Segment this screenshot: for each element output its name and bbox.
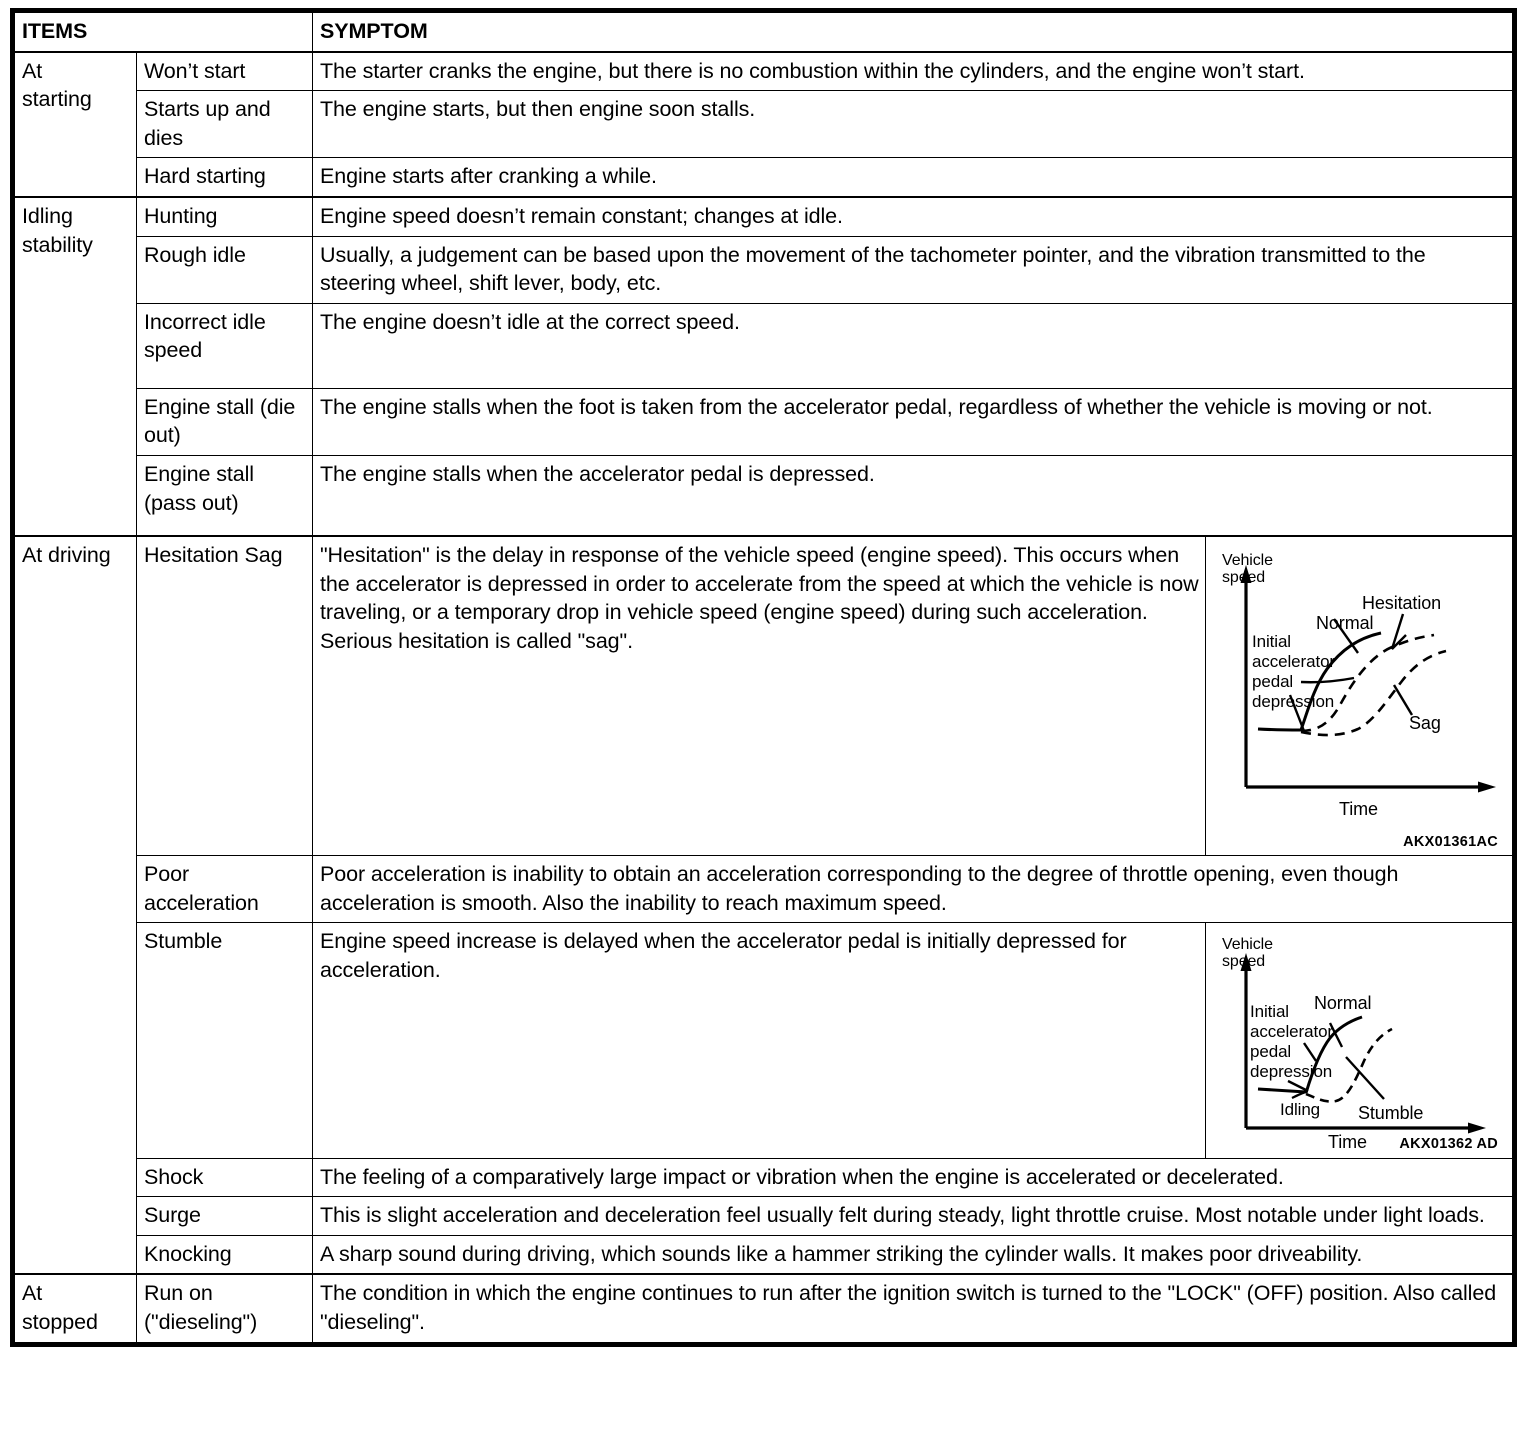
item-starts-up-and-dies: Starts up and dies bbox=[135, 90, 314, 159]
category-idling-stability: Idling stability bbox=[12, 195, 137, 537]
stumble-fig-ylabel-1: Vehicle bbox=[1222, 936, 1273, 953]
table-row: At stopped Run on ("dieseling") The cond… bbox=[12, 1273, 1516, 1345]
hesitation-fig-ylabel-2: speed bbox=[1222, 569, 1265, 586]
stumble-fig-label-accelerator: accelerator bbox=[1250, 1022, 1333, 1041]
hesitation-fig-label-accelerator: accelerator bbox=[1252, 652, 1335, 671]
category-at-driving: At driving bbox=[12, 534, 137, 1275]
symptom-incorrect-idle-speed: The engine doesn’t idle at the correct s… bbox=[312, 302, 1516, 389]
stumble-chart: Vehicle speed Normal Initial accelerator… bbox=[1222, 936, 1487, 1152]
item-stumble: Stumble bbox=[135, 922, 314, 1159]
header-items: ITEMS bbox=[11, 9, 314, 53]
stumble-fig-label-initial: Initial bbox=[1250, 1002, 1289, 1021]
stumble-fig-label-idling: Idling bbox=[1280, 1100, 1320, 1119]
item-engine-stall-pass-out: Engine stall (pass out) bbox=[135, 454, 314, 537]
symptom-hesitation-sag: "Hesitation" is the delay in response of… bbox=[320, 542, 1199, 653]
item-incorrect-idle-speed: Incorrect idle speed bbox=[135, 302, 314, 389]
table-row: Knocking A sharp sound during driving, w… bbox=[13, 1234, 1516, 1275]
category-at-starting: At starting bbox=[12, 50, 137, 198]
table-row: Shock The feeling of a comparatively lar… bbox=[13, 1157, 1516, 1198]
item-hesitation-sag: Hesitation Sag bbox=[135, 534, 314, 857]
table-row: Starts up and dies The engine starts, bu… bbox=[13, 90, 1516, 159]
table-row: Hard starting Engine starts after cranki… bbox=[13, 157, 1516, 198]
item-engine-stall-die-out: Engine stall (die out) bbox=[135, 387, 314, 456]
symptom-hunting: Engine speed doesn’t remain constant; ch… bbox=[312, 195, 1516, 237]
item-knocking: Knocking bbox=[135, 1234, 314, 1275]
item-run-on-dieseling: Run on ("dieseling") bbox=[135, 1273, 314, 1345]
stumble-fig-label-pedal: pedal bbox=[1250, 1042, 1291, 1061]
item-shock: Shock bbox=[135, 1157, 314, 1198]
symptom-shock: The feeling of a comparatively large imp… bbox=[312, 1157, 1516, 1198]
table-row: Engine stall (die out) The engine stalls… bbox=[13, 387, 1516, 456]
item-surge: Surge bbox=[135, 1196, 314, 1236]
item-hard-starting: Hard starting bbox=[135, 157, 314, 198]
figure-hesitation-sag: Vehicle speed Hesitation Normal Initial … bbox=[1205, 536, 1507, 856]
item-wont-start: Won’t start bbox=[135, 50, 314, 92]
hesitation-fig-label-depression: depression bbox=[1252, 692, 1334, 711]
symptom-wont-start: The starter cranks the engine, but there… bbox=[312, 50, 1516, 92]
symptom-starts-up-and-dies: The engine starts, but then engine soon … bbox=[312, 90, 1516, 159]
stumble-figure-code: AKX01362 AD bbox=[1399, 1136, 1499, 1153]
figure-stumble: Vehicle speed Normal Initial accelerator… bbox=[1205, 923, 1507, 1158]
table-row: Rough idle Usually, a judgement can be b… bbox=[13, 235, 1516, 304]
stumble-fig-xlabel: Time bbox=[1328, 1132, 1367, 1152]
symptom-surge: This is slight acceleration and decelera… bbox=[312, 1196, 1516, 1236]
hesitation-fig-label-initial: Initial bbox=[1252, 632, 1291, 651]
table-row: Surge This is slight acceleration and de… bbox=[13, 1196, 1516, 1236]
hesitation-fig-xlabel: Time bbox=[1339, 799, 1378, 819]
table-row: Poor acceleration Poor acceleration is i… bbox=[13, 855, 1516, 924]
table-header-row: ITEMS SYMPTOM bbox=[11, 9, 1516, 53]
item-hunting: Hunting bbox=[135, 195, 314, 237]
hesitation-sag-chart: Vehicle speed Hesitation Normal Initial … bbox=[1222, 552, 1497, 819]
item-rough-idle: Rough idle bbox=[135, 235, 314, 304]
table-row: Idling stability Hunting Engine speed do… bbox=[12, 195, 1516, 537]
stumble-fig-label-depression: depression bbox=[1250, 1062, 1332, 1081]
symptom-engine-stall-die-out: The engine stalls when the foot is taken… bbox=[312, 387, 1516, 456]
category-at-stopped: At stopped bbox=[12, 1273, 137, 1345]
table-row: At starting Won’t start The starter cran… bbox=[12, 50, 1516, 198]
symptom-engine-stall-pass-out: The engine stalls when the accelerator p… bbox=[312, 454, 1516, 537]
table-row: Incorrect idle speed The engine doesn’t … bbox=[13, 302, 1516, 389]
hesitation-fig-label-hesitation: Hesitation bbox=[1362, 593, 1441, 613]
symptom-knocking: A sharp sound during driving, which soun… bbox=[312, 1234, 1516, 1275]
symptom-hard-starting: Engine starts after cranking a while. bbox=[312, 157, 1516, 198]
stumble-fig-label-normal: Normal bbox=[1314, 993, 1371, 1013]
table-row: At driving Hesitation Sag "Hesitation" i… bbox=[12, 534, 1516, 1275]
symptom-stumble-cell: Engine speed increase is delayed when th… bbox=[312, 922, 1516, 1159]
item-poor-acceleration: Poor acceleration bbox=[135, 855, 314, 924]
hesitation-fig-label-pedal: pedal bbox=[1252, 672, 1293, 691]
header-symptom: SYMPTOM bbox=[312, 9, 1516, 53]
symptom-poor-acceleration: Poor acceleration is inability to obtain… bbox=[312, 855, 1516, 924]
symptom-table: ITEMS SYMPTOM At starting Won’t start Th… bbox=[10, 8, 1518, 1347]
table-row: Stumble Engine speed increase is delayed… bbox=[13, 922, 1516, 1159]
symptom-stumble: Engine speed increase is delayed when th… bbox=[320, 929, 1127, 982]
hesitation-figure-code: AKX01361AC bbox=[1403, 833, 1499, 850]
hesitation-fig-ylabel-1: Vehicle bbox=[1222, 552, 1273, 569]
table-row: Engine stall (pass out) The engine stall… bbox=[13, 454, 1516, 537]
hesitation-fig-label-normal: Normal bbox=[1316, 613, 1373, 633]
symptom-run-on-dieseling: The condition in which the engine contin… bbox=[312, 1273, 1516, 1345]
stumble-fig-ylabel-2: speed bbox=[1222, 953, 1265, 970]
symptom-hesitation-sag-cell: "Hesitation" is the delay in response of… bbox=[312, 534, 1516, 857]
stumble-fig-label-stumble: Stumble bbox=[1358, 1103, 1423, 1123]
hesitation-fig-label-sag: Sag bbox=[1409, 713, 1441, 733]
symptom-rough-idle: Usually, a judgement can be based upon t… bbox=[312, 235, 1516, 304]
